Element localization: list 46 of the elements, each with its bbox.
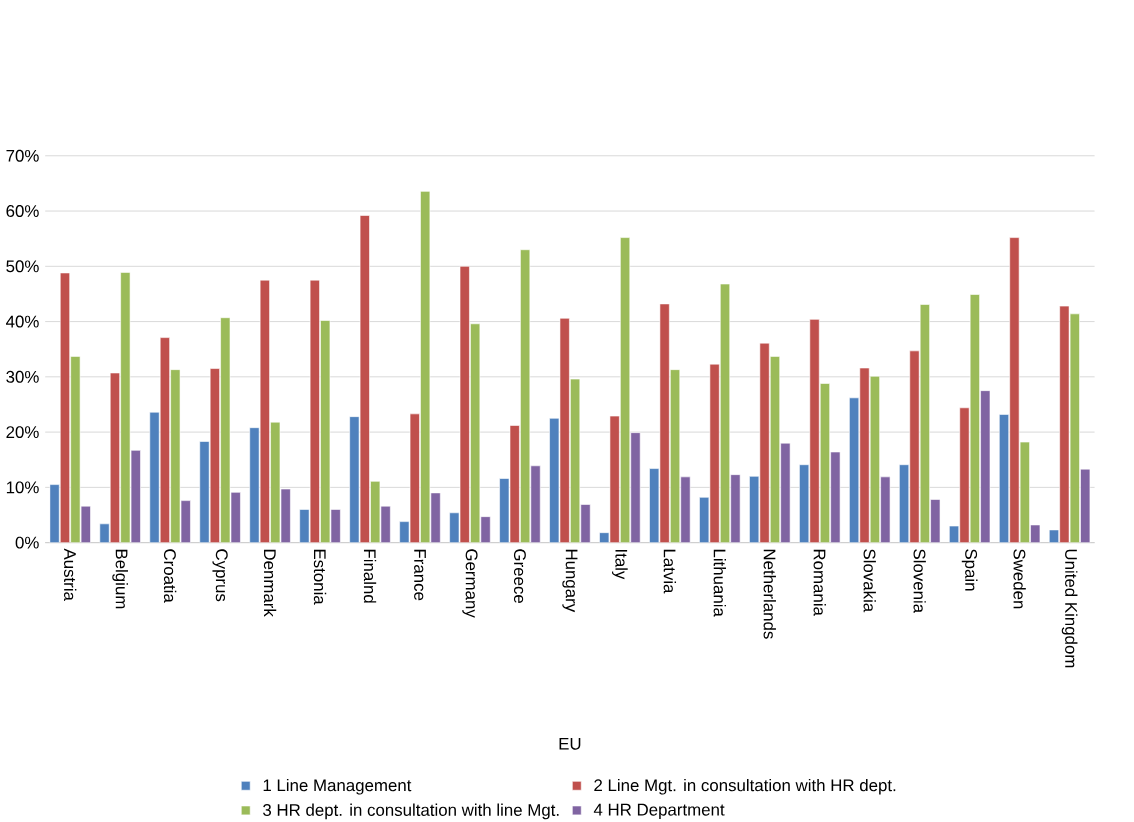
legend-label: 4 HR Department — [593, 803, 725, 819]
bar — [959, 407, 970, 543]
x-tick-label: Germany — [462, 549, 478, 618]
bar — [909, 350, 920, 543]
bar — [530, 465, 541, 543]
bar — [49, 484, 60, 543]
y-tick-label: 30% — [6, 370, 39, 383]
x-tick-label: Austria — [63, 548, 77, 601]
bar — [199, 441, 210, 543]
x-tick-label: Cyprus — [212, 549, 228, 602]
bar — [809, 318, 820, 543]
x-tick-label: Finalnd — [363, 549, 377, 603]
y-tick-label: 0% — [15, 536, 39, 549]
x-tick-label: Netherlands — [763, 549, 776, 639]
bar — [99, 523, 110, 543]
x-tick-label: Sweden — [1013, 549, 1026, 609]
x-tick-label: Hungary — [562, 549, 578, 613]
bar — [580, 504, 591, 543]
x-tick-label: France — [414, 549, 426, 601]
y-tick-label: 10% — [6, 481, 39, 494]
x-tick-label: Spain — [961, 549, 978, 591]
x-tick-label: Belgium — [112, 549, 128, 609]
bar — [630, 432, 641, 543]
x-tick-label: Denmark — [263, 549, 277, 617]
legend-label: 2 Line Mgt. in consultation with HR dept. — [594, 778, 896, 795]
bar — [149, 411, 160, 543]
y-tick-label: 70% — [6, 149, 39, 162]
x-tick-label: Greece — [513, 549, 526, 603]
x-tick-label: United Kingdom — [1061, 549, 1078, 668]
legend-label: 1 Line Management — [263, 778, 412, 795]
legend-label: 3 HR dept. in consultation with line Mgt. — [263, 803, 559, 820]
y-tick-label: 40% — [6, 315, 39, 328]
x-tick-label: Slovakia — [863, 549, 876, 613]
y-tick-label: 50% — [6, 260, 39, 273]
x-tick-label: Slovenia — [913, 549, 926, 613]
x-tick-label: Croatia — [163, 549, 177, 603]
x-tick-label: Lithuania — [713, 549, 726, 617]
bar — [680, 476, 691, 543]
x-tick-label: Estonia — [313, 549, 327, 605]
x-axis-title: EU — [559, 737, 581, 750]
x-tick-label: Romania — [813, 549, 826, 616]
y-tick-label: 60% — [6, 204, 39, 217]
x-tick-label: Italy — [612, 549, 628, 580]
y-tick-label: 20% — [6, 426, 39, 438]
x-tick-label: Latvia — [663, 549, 677, 594]
bar — [859, 367, 870, 543]
